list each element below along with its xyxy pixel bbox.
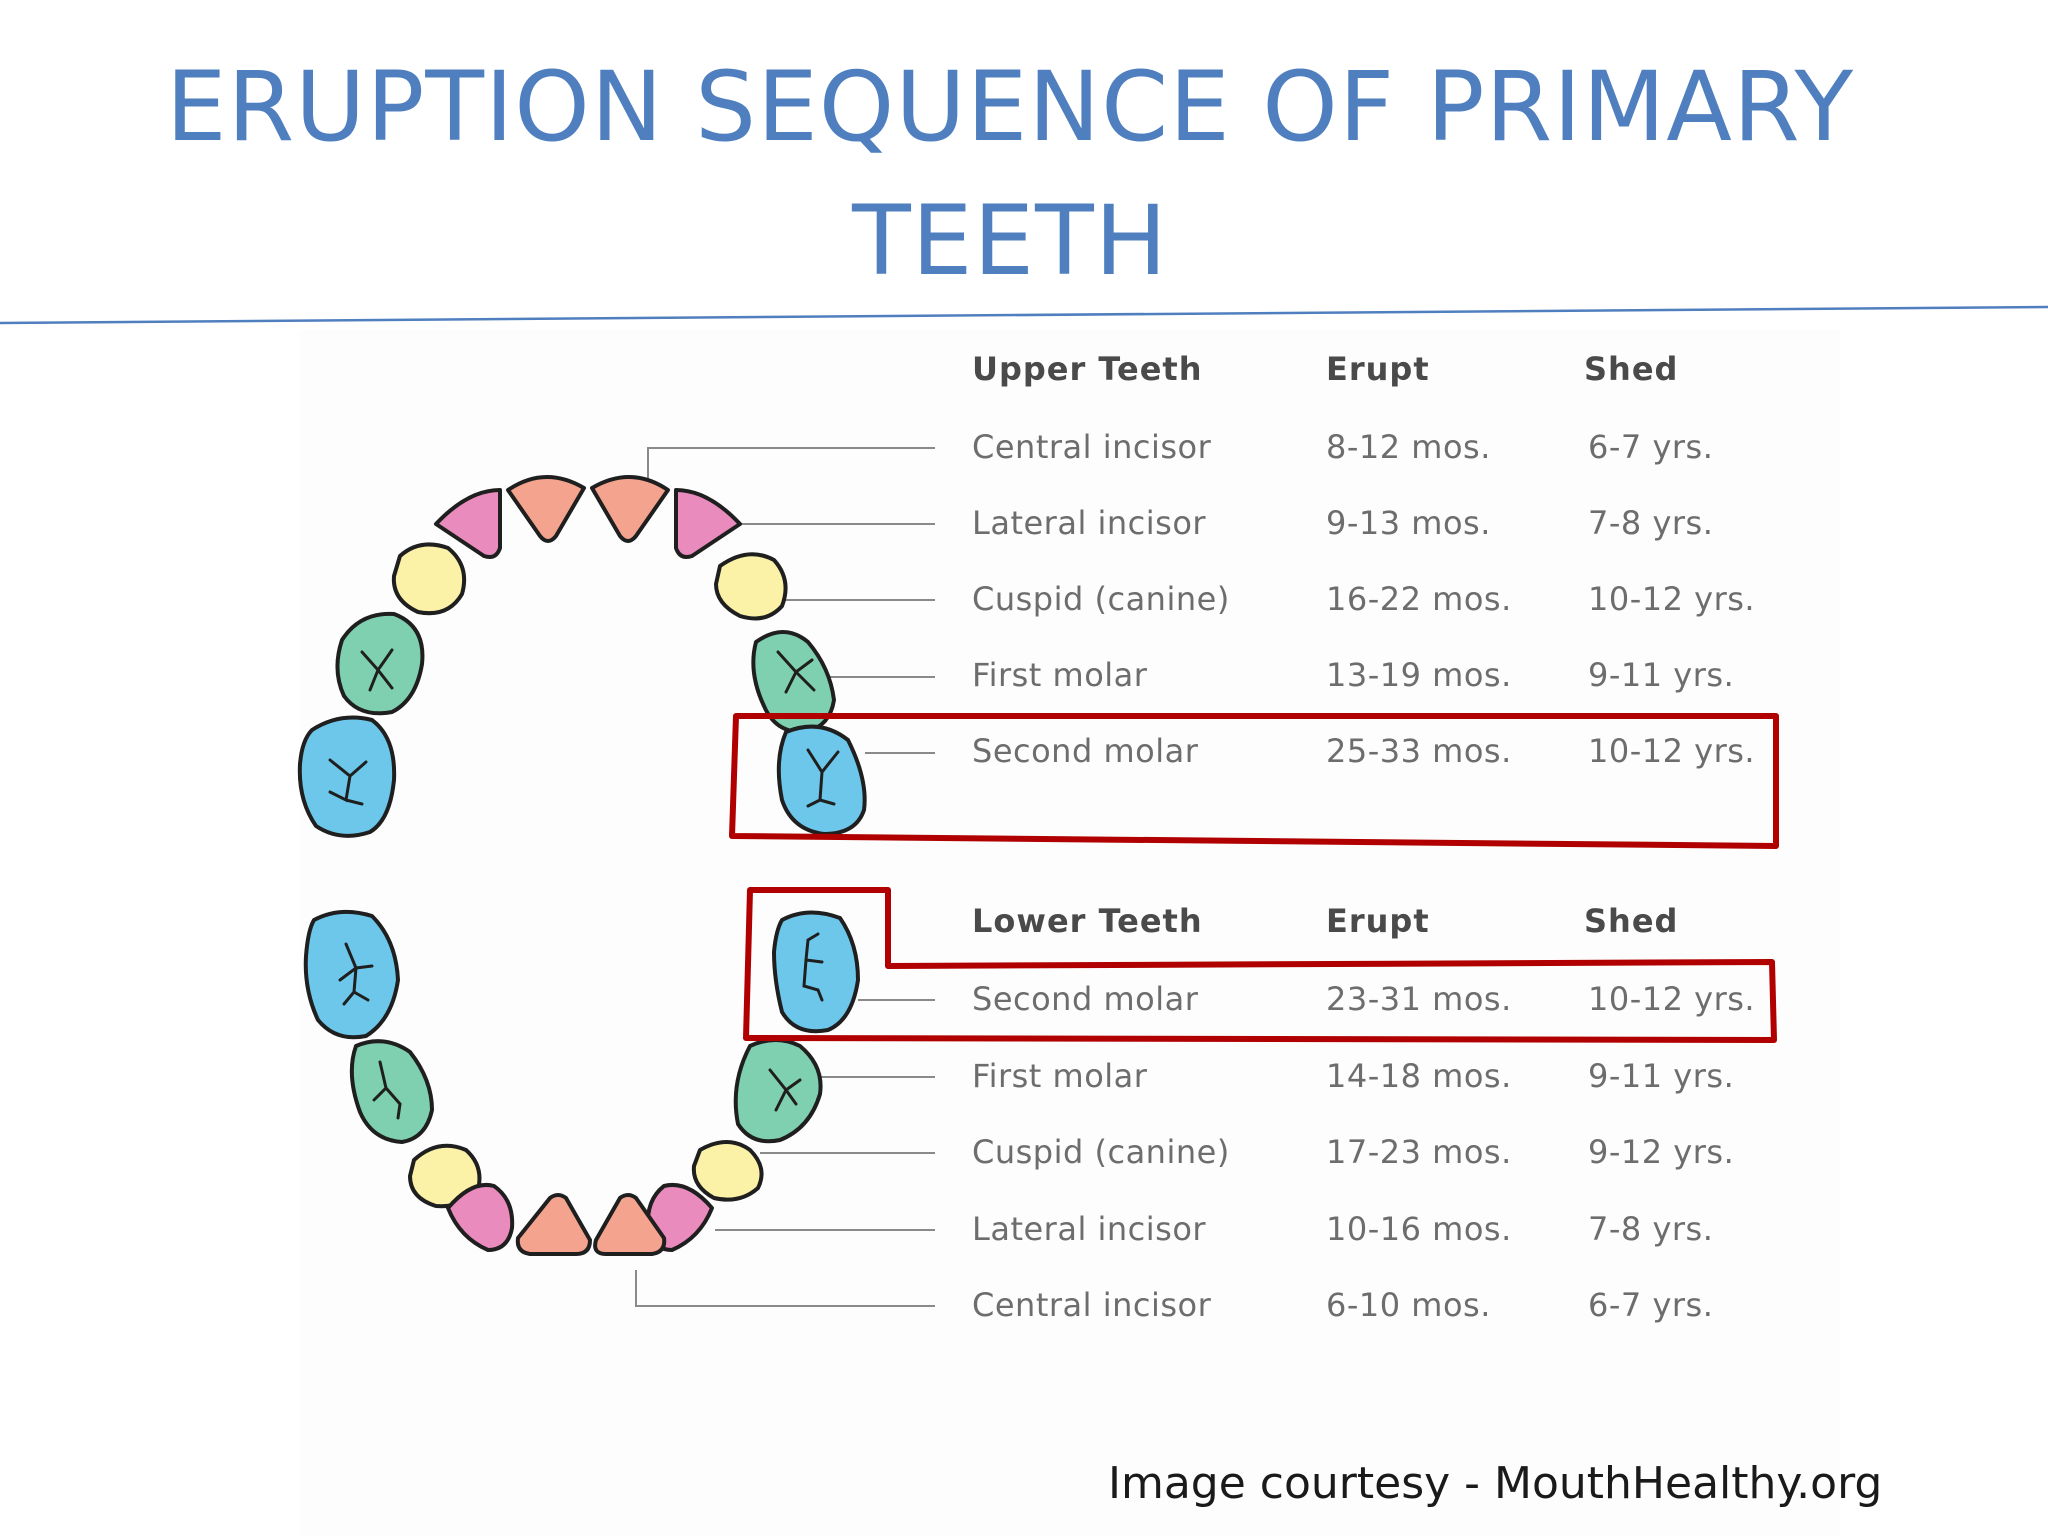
upper-cuspid-right xyxy=(714,552,788,621)
upper-row-1-tooth: Central incisor xyxy=(972,428,1212,466)
lower-second-molar-right xyxy=(772,910,860,1034)
lower-row-3-shed: 9-12 yrs. xyxy=(1588,1133,1735,1171)
highlight-annotations xyxy=(729,713,1779,1043)
lower-header-tooth: Lower Teeth xyxy=(972,902,1203,940)
upper-header-shed: Shed xyxy=(1584,350,1679,388)
upper-row-3-shed: 10-12 yrs. xyxy=(1588,580,1756,618)
lower-header-shed: Shed xyxy=(1584,902,1679,940)
upper-header-erupt: Erupt xyxy=(1326,350,1430,388)
upper-row-4-shed: 9-11 yrs. xyxy=(1588,656,1735,694)
lower-row-1-tooth: Second molar xyxy=(972,980,1199,1018)
slide-title: ERUPTION SEQUENCE OF PRIMARY TEETH xyxy=(165,51,1855,297)
lower-first-molar-right xyxy=(733,1038,823,1144)
lower-central-incisor-right xyxy=(593,1193,667,1256)
image-courtesy-caption: Image courtesy - MouthHealthy.org xyxy=(1108,1458,1883,1509)
upper-arch xyxy=(297,475,867,838)
lower-row-2-tooth: First molar xyxy=(972,1057,1148,1095)
lower-row-3-erupt: 17-23 mos. xyxy=(1326,1133,1512,1171)
lower-row-4-shed: 7-8 yrs. xyxy=(1588,1210,1714,1248)
lower-second-molar-highlight xyxy=(743,887,1777,1043)
upper-molar-fissures xyxy=(328,648,840,808)
upper-second-molar-highlight xyxy=(729,713,1779,849)
upper-row-5-shed: 10-12 yrs. xyxy=(1588,732,1756,770)
upper-header-tooth: Upper Teeth xyxy=(972,350,1203,388)
upper-row-4-erupt: 13-19 mos. xyxy=(1326,656,1512,694)
upper-lateral-incisor-left xyxy=(434,488,502,559)
upper-row-2-shed: 7-8 yrs. xyxy=(1588,504,1714,542)
upper-row-3-erupt: 16-22 mos. xyxy=(1326,580,1512,618)
lower-row-5-tooth: Central incisor xyxy=(972,1286,1212,1324)
lower-cuspid-right xyxy=(691,1140,764,1202)
upper-central-incisor-right xyxy=(590,475,670,543)
lower-row-3-tooth: Cuspid (canine) xyxy=(972,1133,1230,1171)
upper-row-2-tooth: Lateral incisor xyxy=(972,504,1207,542)
leader-lines xyxy=(635,447,935,1307)
upper-central-incisor-left xyxy=(506,475,586,543)
upper-first-molar-left xyxy=(335,611,425,716)
upper-first-molar-right xyxy=(751,630,836,735)
lower-row-5-erupt: 6-10 mos. xyxy=(1326,1286,1491,1324)
upper-cuspid-left xyxy=(391,542,467,616)
lower-second-molar-left xyxy=(303,909,400,1040)
lower-row-5-shed: 6-7 yrs. xyxy=(1588,1286,1714,1324)
lower-first-molar-left xyxy=(349,1039,434,1144)
upper-second-molar-left xyxy=(297,715,397,838)
upper-row-5-erupt: 25-33 mos. xyxy=(1326,732,1512,770)
lower-lateral-incisor-left xyxy=(446,1183,515,1252)
lower-arch xyxy=(303,909,860,1256)
upper-row-4-tooth: First molar xyxy=(972,656,1148,694)
title-divider xyxy=(0,305,2048,325)
lower-row-2-erupt: 14-18 mos. xyxy=(1326,1057,1512,1095)
lower-row-4-tooth: Lateral incisor xyxy=(972,1210,1207,1248)
lower-row-1-erupt: 23-31 mos. xyxy=(1326,980,1512,1018)
lower-row-4-erupt: 10-16 mos. xyxy=(1326,1210,1512,1248)
upper-row-1-erupt: 8-12 mos. xyxy=(1326,428,1491,466)
upper-row-1-shed: 6-7 yrs. xyxy=(1588,428,1714,466)
lower-row-2-shed: 9-11 yrs. xyxy=(1588,1057,1735,1095)
upper-row-3-tooth: Cuspid (canine) xyxy=(972,580,1230,618)
lower-header-erupt: Erupt xyxy=(1326,902,1430,940)
lower-molar-fissures xyxy=(338,932,824,1120)
lower-central-incisor-left xyxy=(515,1193,592,1256)
lower-row-1-shed: 10-12 yrs. xyxy=(1588,980,1756,1018)
upper-row-2-erupt: 9-13 mos. xyxy=(1326,504,1491,542)
upper-row-5-tooth: Second molar xyxy=(972,732,1199,770)
upper-lateral-incisor-right xyxy=(674,488,742,559)
